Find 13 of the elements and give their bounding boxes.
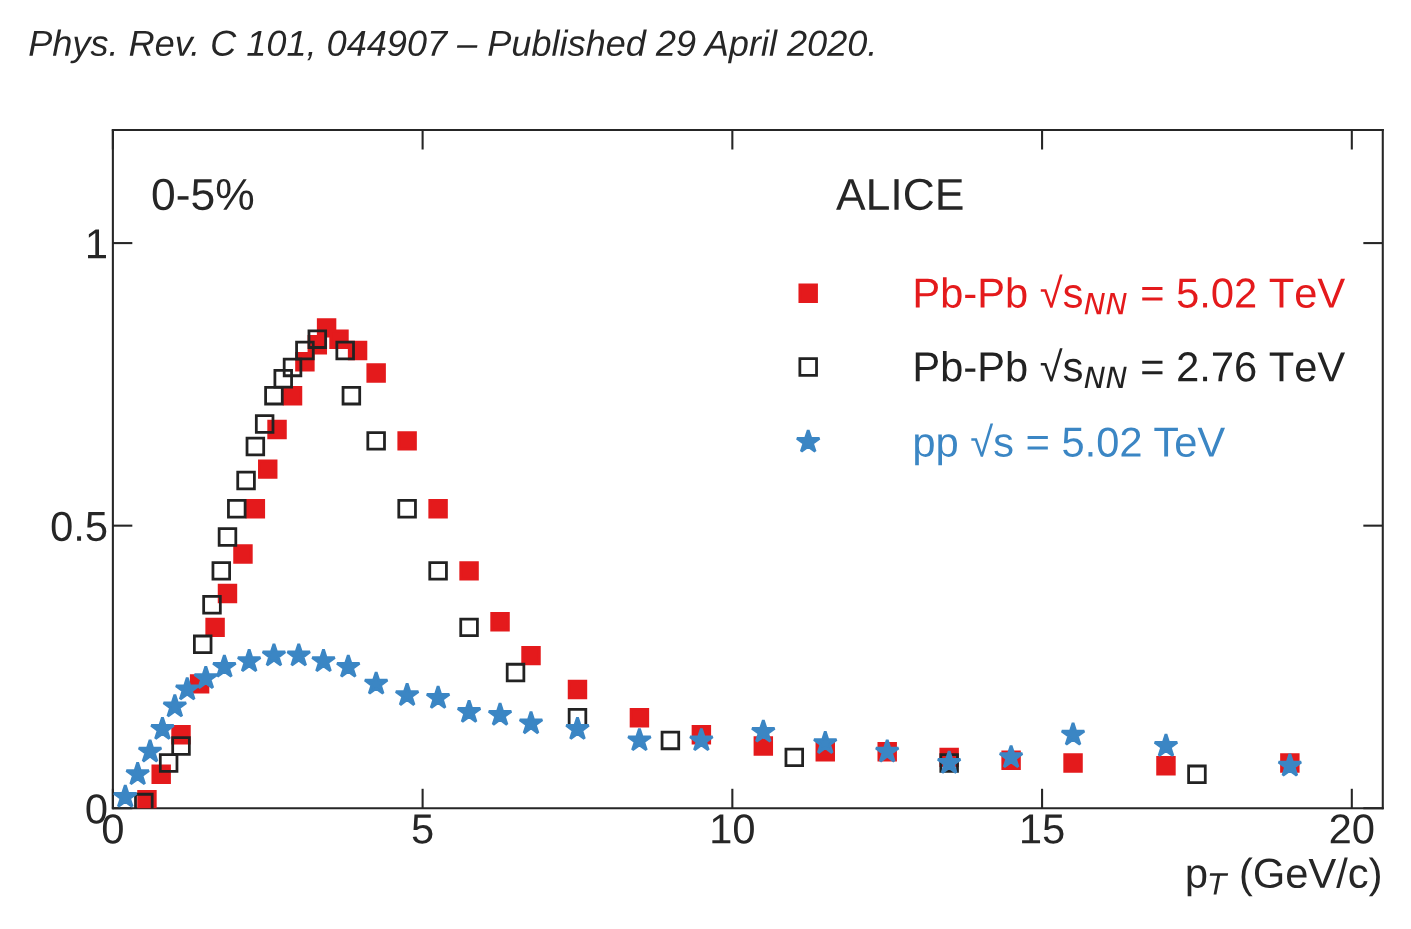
chart-title: Phys. Rev. C 101, 044907 – Published 29 April 2020.: [29, 29, 873, 64]
legend-label: pp √s = 5.02 TeV: [915, 423, 1226, 466]
annotation: ALICE: [836, 178, 963, 211]
legend-label: Pb-Pb √s$_{NN}$ = 2.76 TeV: [915, 348, 1346, 389]
x-axis-title: p$_{T}$ (GeV/c): [1187, 857, 1380, 897]
y-tick-label: 0.5: [51, 511, 107, 542]
x-tick-label: 10: [712, 814, 754, 844]
y-tick-label: 1: [88, 229, 106, 259]
annotation: 0-5%: [152, 178, 254, 211]
x-tick-label: 20: [1330, 814, 1374, 844]
x-tick-label: 15: [1022, 814, 1064, 844]
x-tick-label: 5: [412, 814, 433, 844]
legend-label: Pb-Pb √s$_{NN}$ = 5.02 TeV: [915, 274, 1346, 315]
